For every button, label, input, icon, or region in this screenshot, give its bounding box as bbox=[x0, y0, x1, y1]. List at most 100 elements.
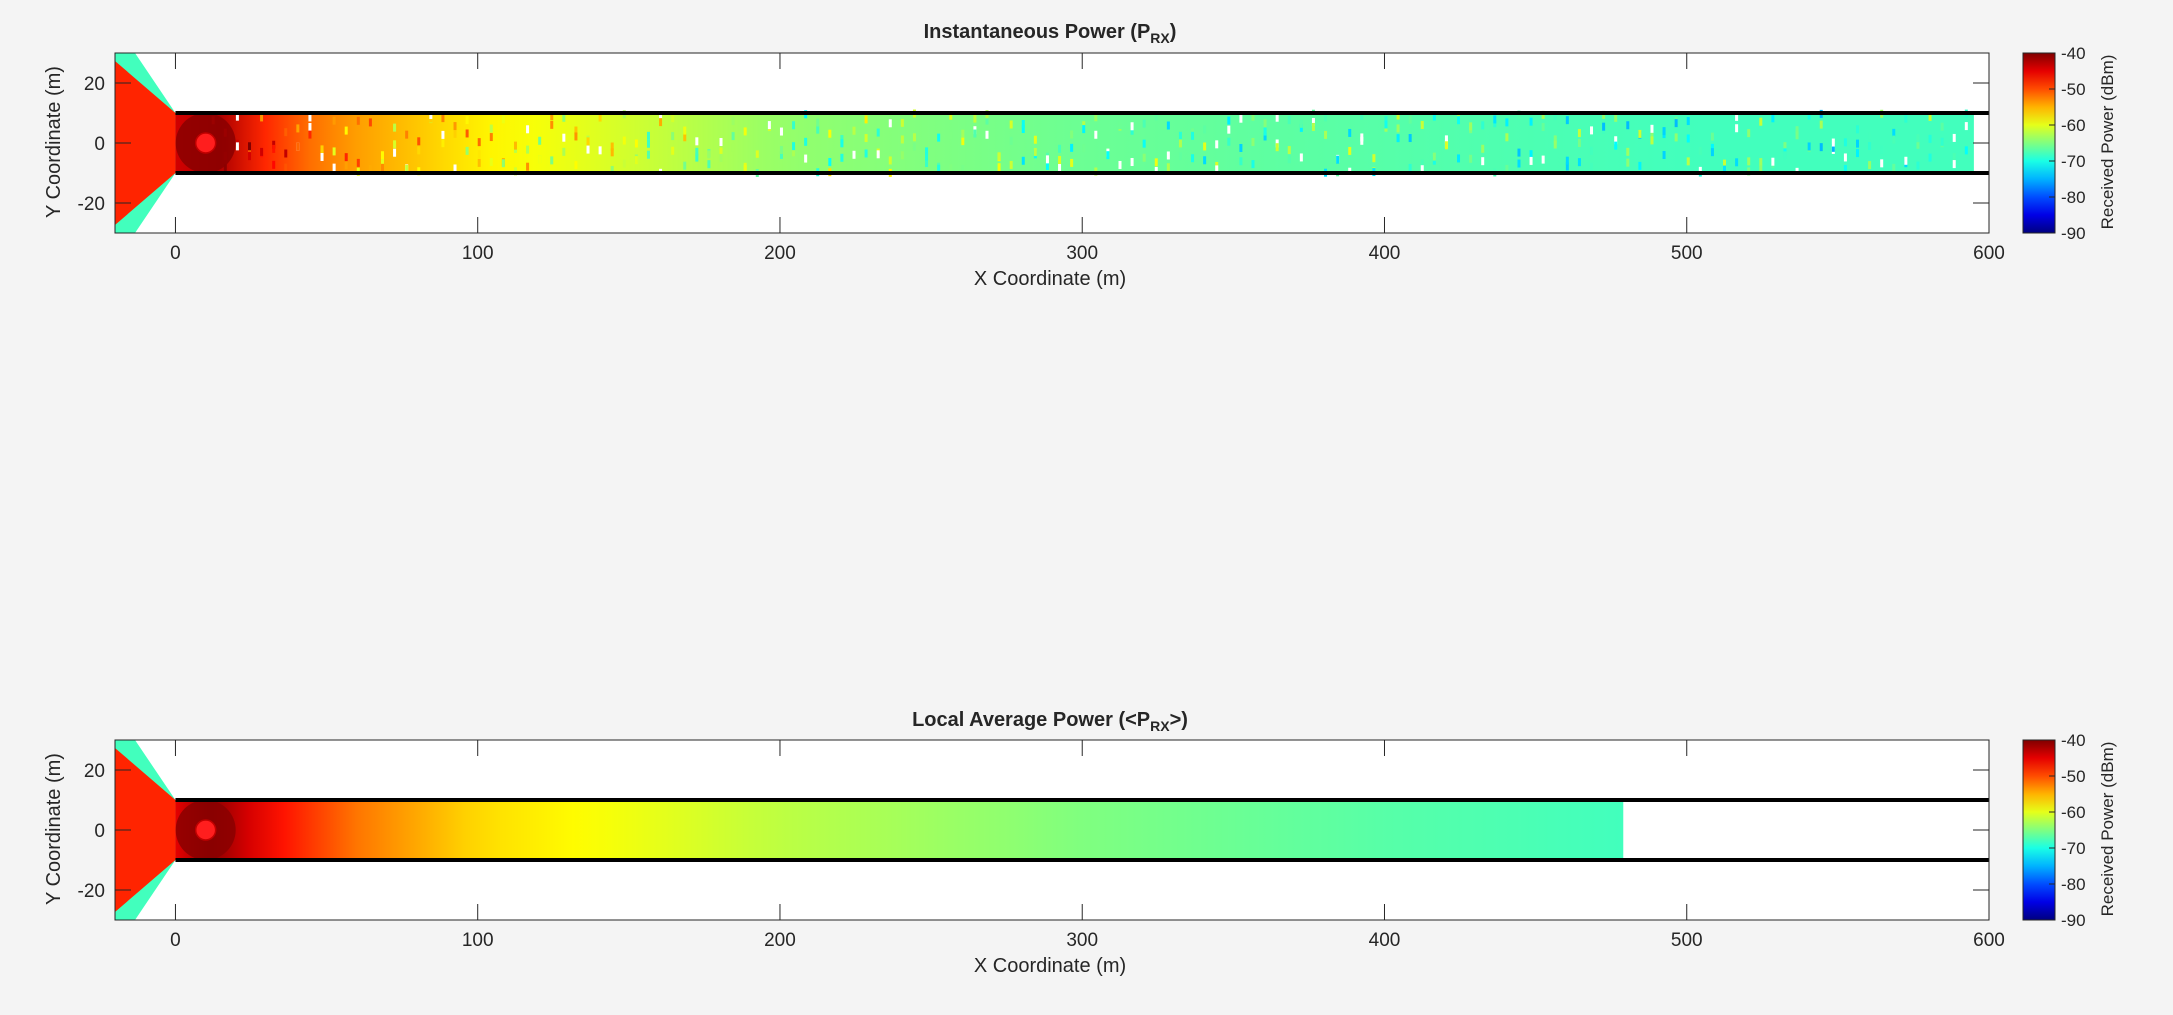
fading-cell bbox=[1239, 157, 1243, 166]
fading-cell bbox=[1263, 132, 1267, 141]
fading-cell bbox=[260, 147, 264, 156]
fading-cell bbox=[1058, 164, 1062, 173]
fading-cell bbox=[344, 161, 348, 170]
fading-cell bbox=[247, 152, 251, 161]
fading-cell bbox=[1045, 161, 1049, 170]
fading-cell bbox=[1299, 153, 1303, 162]
fading-cell bbox=[659, 118, 663, 127]
fading-cell bbox=[731, 132, 735, 141]
fading-cell bbox=[792, 142, 796, 151]
fading-cell bbox=[1964, 146, 1968, 155]
fading-cell bbox=[513, 141, 517, 150]
x-tick-label: 400 bbox=[1369, 930, 1401, 951]
fading-cell bbox=[1843, 138, 1847, 147]
fading-cell bbox=[1396, 111, 1400, 120]
fading-cell bbox=[1118, 121, 1122, 130]
fading-cell bbox=[1541, 123, 1545, 132]
fading-cell bbox=[634, 139, 638, 148]
fading-cell bbox=[1880, 145, 1884, 154]
fading-cell bbox=[586, 145, 590, 154]
fading-cell bbox=[1590, 146, 1594, 155]
fading-cell bbox=[828, 129, 832, 138]
fading-cell bbox=[1142, 119, 1146, 128]
fading-cell bbox=[1420, 159, 1424, 168]
y-tick-label: 20 bbox=[84, 74, 105, 95]
fading-cell bbox=[1130, 126, 1134, 135]
fading-cell bbox=[1227, 137, 1231, 146]
fading-cell bbox=[949, 131, 953, 140]
fading-cell bbox=[961, 165, 965, 174]
fading-cell bbox=[1287, 155, 1291, 164]
fading-cell bbox=[1529, 156, 1533, 165]
fading-cell bbox=[610, 165, 614, 174]
fading-cell bbox=[1275, 143, 1279, 152]
fading-cell bbox=[1916, 134, 1920, 143]
fading-cell bbox=[284, 149, 288, 158]
x-tick-label: 0 bbox=[170, 243, 181, 264]
colorbar-tick-label: -50 bbox=[2061, 767, 2086, 786]
fading-cell bbox=[1904, 114, 1908, 123]
fading-cell bbox=[1892, 163, 1896, 172]
fading-cell bbox=[1590, 162, 1594, 171]
fading-cell bbox=[779, 145, 783, 154]
tunnel-power-field bbox=[175, 113, 1974, 173]
fading-cell bbox=[973, 129, 977, 138]
fading-cell bbox=[1493, 115, 1497, 124]
fading-cell bbox=[1674, 119, 1678, 128]
fading-cell bbox=[1275, 113, 1279, 122]
tunnel-power-field bbox=[175, 800, 1624, 860]
fading-cell bbox=[779, 127, 783, 136]
fading-cell bbox=[1868, 161, 1872, 170]
fading-cell bbox=[550, 120, 554, 129]
fading-cell bbox=[417, 137, 421, 146]
fading-cell bbox=[1650, 129, 1654, 138]
fading-cell bbox=[1795, 126, 1799, 135]
fading-cell bbox=[659, 111, 663, 120]
fading-cell bbox=[912, 133, 916, 142]
fading-cell bbox=[453, 129, 457, 138]
fading-cell bbox=[441, 139, 445, 148]
fading-cell bbox=[937, 164, 941, 173]
fading-cell bbox=[260, 113, 264, 122]
fading-cell bbox=[1191, 154, 1195, 163]
fading-cell bbox=[1239, 143, 1243, 152]
fading-cell bbox=[1819, 143, 1823, 152]
colorbar-tick-label: -40 bbox=[2061, 731, 2086, 750]
fading-cell bbox=[816, 125, 820, 134]
fading-cell bbox=[1831, 143, 1835, 152]
y-axis-label: Y Coordinate (m) bbox=[43, 753, 65, 905]
colorbar: -40 -50 -60 -70 -80 -90 bbox=[2022, 44, 2086, 243]
fading-cell bbox=[1735, 112, 1739, 121]
fading-cell bbox=[574, 126, 578, 135]
fading-cell bbox=[1251, 160, 1255, 169]
transmitter-marker bbox=[194, 819, 217, 841]
fading-cell bbox=[417, 146, 421, 155]
fading-cell bbox=[1203, 142, 1207, 151]
colorbar-tick-label: -60 bbox=[2061, 803, 2086, 822]
fading-cell bbox=[852, 150, 856, 159]
fading-cell bbox=[1771, 157, 1775, 166]
fading-cell bbox=[997, 163, 1001, 172]
fading-cell bbox=[477, 158, 481, 167]
y-tick-label: -20 bbox=[78, 194, 105, 215]
fading-cell bbox=[526, 125, 530, 134]
fading-cell bbox=[1287, 116, 1291, 125]
fading-cell bbox=[973, 114, 977, 123]
fading-cell bbox=[840, 153, 844, 162]
fading-cell bbox=[1759, 158, 1763, 167]
fading-cell bbox=[1590, 126, 1594, 135]
fading-cell bbox=[1614, 141, 1618, 150]
y-tick-label: 0 bbox=[94, 821, 105, 842]
fading-cell bbox=[1553, 140, 1557, 149]
x-tick-label: 200 bbox=[764, 243, 796, 264]
fading-cell bbox=[997, 152, 1001, 161]
fading-cell bbox=[719, 147, 723, 156]
fading-cell bbox=[1481, 157, 1485, 166]
fading-cell bbox=[1457, 116, 1461, 125]
fading-cell bbox=[1021, 156, 1025, 165]
fading-cell bbox=[380, 163, 384, 172]
fading-cell bbox=[828, 158, 832, 167]
fading-cell bbox=[925, 147, 929, 156]
fading-cell bbox=[1372, 154, 1376, 163]
